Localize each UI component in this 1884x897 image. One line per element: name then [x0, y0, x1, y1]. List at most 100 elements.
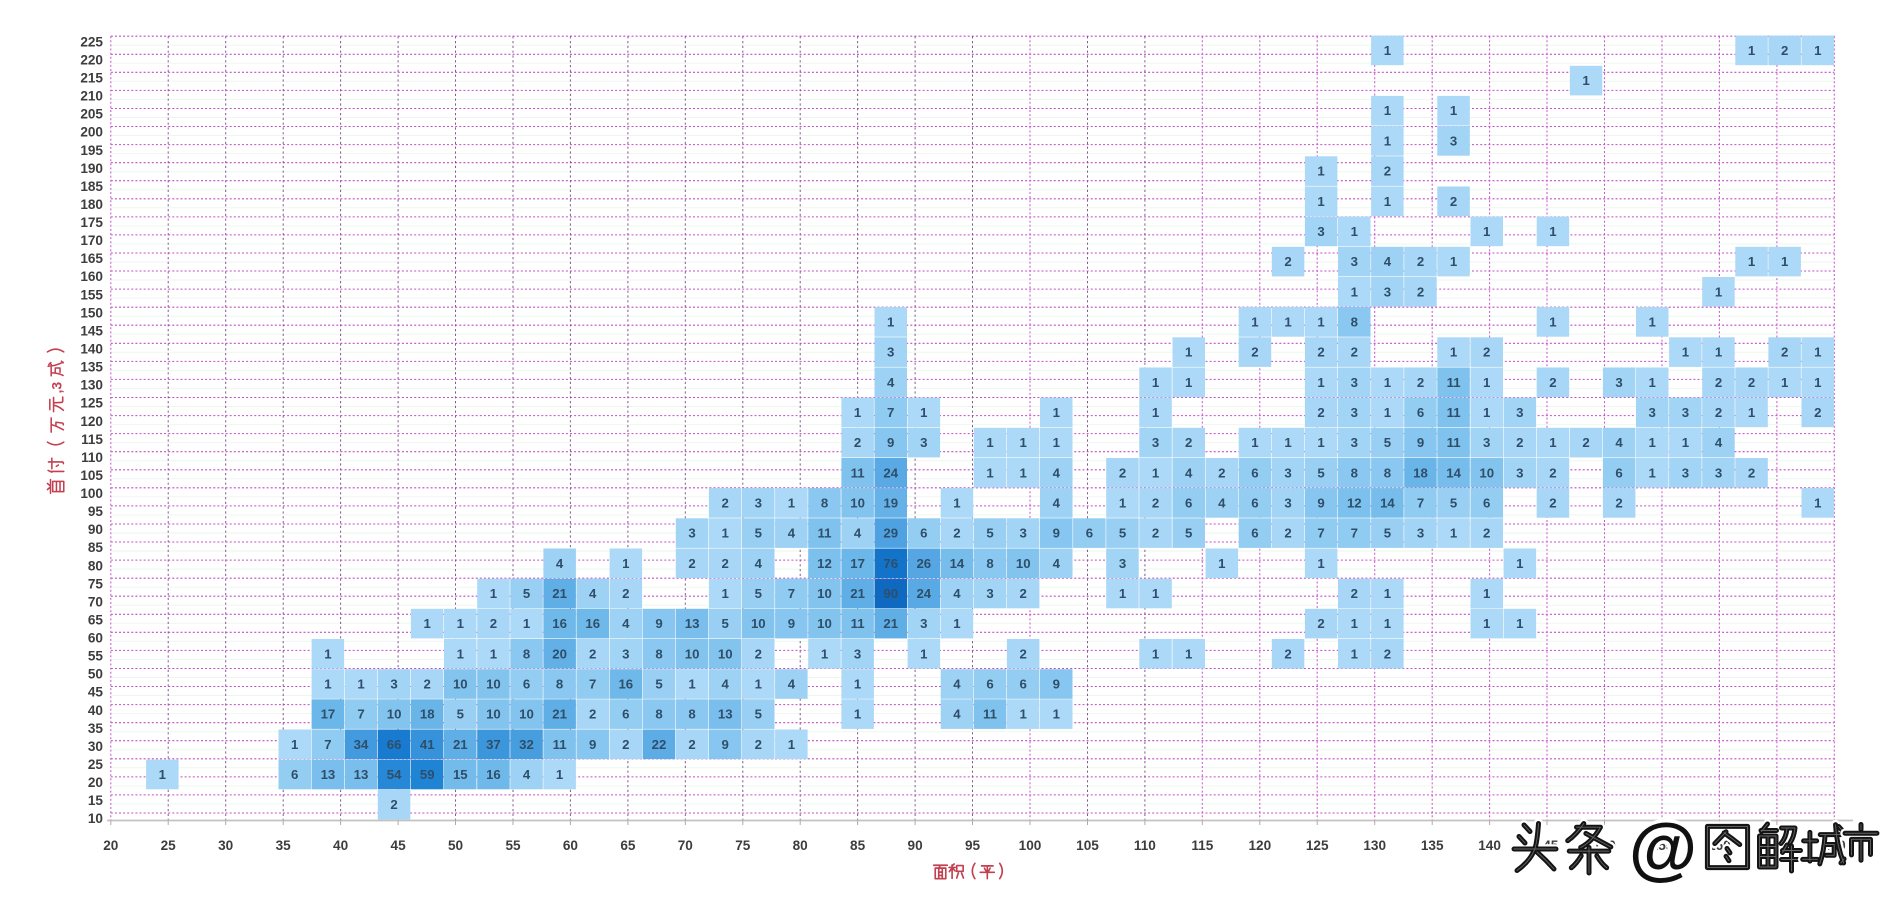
- svg-text:1: 1: [722, 526, 729, 541]
- svg-text:1: 1: [1020, 465, 1027, 480]
- svg-text:100: 100: [1019, 838, 1042, 853]
- svg-text:1: 1: [1814, 495, 1821, 510]
- svg-text:2: 2: [1516, 435, 1523, 450]
- svg-text:1: 1: [556, 767, 563, 782]
- svg-text:76: 76: [883, 556, 898, 571]
- svg-text:5: 5: [1450, 495, 1457, 510]
- svg-text:25: 25: [88, 757, 104, 772]
- svg-text:1: 1: [854, 405, 861, 420]
- svg-text:3: 3: [1649, 405, 1656, 420]
- svg-text:4: 4: [523, 767, 531, 782]
- svg-text:1: 1: [622, 556, 629, 571]
- svg-text:1: 1: [523, 616, 530, 631]
- svg-text:115: 115: [1191, 838, 1213, 853]
- svg-text:75: 75: [88, 576, 104, 591]
- svg-text:1: 1: [159, 767, 166, 782]
- svg-text:3: 3: [920, 616, 927, 631]
- svg-text:1: 1: [1814, 375, 1821, 390]
- svg-text:6: 6: [1185, 495, 1192, 510]
- svg-text:2: 2: [755, 646, 762, 661]
- svg-text:80: 80: [88, 558, 103, 573]
- svg-text:30: 30: [88, 739, 103, 754]
- svg-text:1: 1: [1384, 405, 1391, 420]
- svg-text:1: 1: [1152, 405, 1159, 420]
- svg-text:8: 8: [1351, 465, 1358, 480]
- svg-text:10: 10: [817, 586, 832, 601]
- svg-text:10: 10: [519, 707, 534, 722]
- svg-text:50: 50: [88, 667, 103, 682]
- svg-text:1: 1: [490, 586, 497, 601]
- svg-text:5: 5: [655, 677, 662, 692]
- svg-text:1: 1: [920, 646, 927, 661]
- svg-text:2: 2: [589, 646, 596, 661]
- svg-text:1: 1: [1020, 435, 1027, 450]
- svg-text:2: 2: [1020, 646, 1027, 661]
- svg-text:1: 1: [1251, 314, 1258, 329]
- svg-text:185: 185: [80, 179, 103, 194]
- svg-text:1: 1: [1317, 375, 1324, 390]
- svg-text:1: 1: [953, 616, 960, 631]
- svg-text:1: 1: [986, 435, 993, 450]
- svg-text:5: 5: [755, 586, 762, 601]
- svg-text:1: 1: [788, 737, 795, 752]
- svg-text:6: 6: [1251, 465, 1258, 480]
- svg-text:1: 1: [1682, 345, 1689, 360]
- svg-text:9: 9: [788, 616, 795, 631]
- svg-text:1: 1: [1384, 43, 1391, 58]
- svg-text:30: 30: [218, 838, 233, 853]
- svg-text:32: 32: [519, 737, 534, 752]
- svg-text:8: 8: [1384, 465, 1391, 480]
- svg-text:4: 4: [887, 375, 895, 390]
- svg-text:9: 9: [887, 435, 894, 450]
- svg-text:1: 1: [1152, 465, 1159, 480]
- svg-text:3: 3: [986, 586, 993, 601]
- svg-text:1: 1: [1317, 194, 1324, 209]
- svg-text:200: 200: [80, 125, 103, 140]
- svg-text:3: 3: [1682, 465, 1689, 480]
- svg-text:2: 2: [1384, 646, 1391, 661]
- svg-text:4: 4: [1053, 465, 1061, 480]
- svg-text:8: 8: [986, 556, 993, 571]
- svg-text:15: 15: [453, 767, 468, 782]
- svg-text:1: 1: [887, 314, 894, 329]
- svg-text:2: 2: [722, 556, 729, 571]
- svg-text:2: 2: [1351, 586, 1358, 601]
- svg-text:3: 3: [1351, 375, 1358, 390]
- svg-text:10: 10: [850, 495, 865, 510]
- svg-text:55: 55: [505, 838, 521, 853]
- svg-text:140: 140: [1478, 838, 1501, 853]
- svg-text:11: 11: [1447, 375, 1461, 390]
- svg-text:18: 18: [420, 707, 435, 722]
- svg-text:1: 1: [1549, 435, 1556, 450]
- svg-text:3: 3: [1351, 435, 1358, 450]
- svg-text:7: 7: [589, 677, 596, 692]
- svg-text:2: 2: [688, 737, 695, 752]
- svg-text:4: 4: [854, 526, 862, 541]
- svg-text:1: 1: [1317, 435, 1324, 450]
- svg-text:10: 10: [88, 811, 103, 826]
- svg-text:190: 190: [80, 161, 103, 176]
- svg-text:16: 16: [552, 616, 567, 631]
- svg-text:45: 45: [88, 685, 104, 700]
- svg-text:7: 7: [357, 707, 364, 722]
- svg-text:1: 1: [490, 646, 497, 661]
- svg-text:1: 1: [1053, 707, 1060, 722]
- svg-text:1: 1: [457, 646, 464, 661]
- svg-text:4: 4: [1218, 495, 1226, 510]
- svg-text:5: 5: [457, 707, 464, 722]
- svg-text:9: 9: [1053, 677, 1060, 692]
- svg-text:1: 1: [1317, 164, 1324, 179]
- svg-text:8: 8: [821, 495, 828, 510]
- svg-text:10: 10: [1479, 465, 1494, 480]
- svg-text:1: 1: [1119, 495, 1126, 510]
- svg-text:20: 20: [103, 838, 118, 853]
- svg-text:210: 210: [80, 89, 103, 104]
- svg-text:37: 37: [486, 737, 501, 752]
- svg-text:2: 2: [390, 797, 397, 812]
- svg-text:1: 1: [1781, 375, 1788, 390]
- svg-text:1: 1: [357, 677, 364, 692]
- svg-text:3: 3: [1351, 254, 1358, 269]
- svg-text:12: 12: [817, 556, 832, 571]
- svg-text:1: 1: [1748, 405, 1755, 420]
- svg-text:8: 8: [556, 677, 563, 692]
